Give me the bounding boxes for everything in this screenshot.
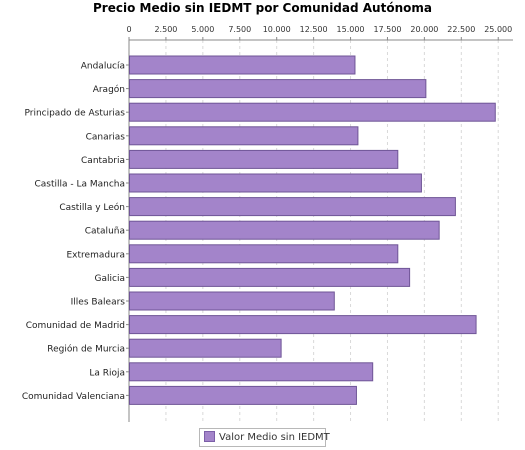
category-label: Comunidad de Madrid <box>26 321 125 331</box>
category-label: Castilla - La Mancha <box>34 180 125 190</box>
x-tick-label: 17.500 <box>373 25 401 34</box>
bar <box>129 126 359 146</box>
legend-label: Valor Medio sin IEDMT <box>219 432 330 443</box>
bar <box>129 291 335 311</box>
category-label: La Rioja <box>89 368 125 378</box>
x-tick-label: 12.500 <box>300 25 328 34</box>
x-tick-label: 7.500 <box>228 25 251 34</box>
x-tick-label: 22.500 <box>447 25 475 34</box>
category-label: Extremadura <box>67 250 126 260</box>
legend: Valor Medio sin IEDMT <box>199 428 330 447</box>
bar <box>129 102 496 122</box>
category-label: Principado de Asturias <box>24 109 125 119</box>
bar <box>129 55 356 75</box>
bar <box>129 385 357 405</box>
x-tick-label: 15.000 <box>337 25 365 34</box>
category-labels: Andalucía Aragón Principado de Asturias Can… <box>22 62 125 402</box>
bar <box>129 79 427 99</box>
x-tick-label: 10.000 <box>263 25 291 34</box>
x-tick-label: 2.500 <box>154 25 177 34</box>
category-label: Comunidad Valenciana <box>22 392 125 402</box>
x-tick-label: 0 <box>126 25 131 34</box>
bar <box>129 338 282 358</box>
bar <box>129 149 399 169</box>
gridlines <box>165 40 499 422</box>
category-label: Canarias <box>86 132 126 142</box>
category-label: Castilla y León <box>59 202 125 213</box>
category-label: Aragón <box>93 84 125 95</box>
category-label: Región de Murcia <box>47 344 125 355</box>
category-label: Andalucía <box>81 62 125 72</box>
category-label: Cantabria <box>81 156 125 166</box>
bar <box>129 362 374 382</box>
category-label: Illes Balears <box>71 298 126 308</box>
x-tick-labels: 0 2.500 5.000 7.500 10.000 12.500 15.000 17.500… <box>126 25 512 34</box>
x-tick-label: 25.000 <box>484 25 512 34</box>
bar <box>129 197 456 217</box>
bar <box>129 315 477 335</box>
x-tick-label: 5.000 <box>191 25 214 34</box>
category-label: Cataluña <box>85 227 125 237</box>
bar <box>129 244 399 264</box>
x-tick-label: 20.000 <box>410 25 438 34</box>
chart-title: Precio Medio sin IEDMT por Comunidad Aut… <box>93 1 432 15</box>
category-label: Galicia <box>95 274 125 284</box>
bar <box>129 173 422 193</box>
bar <box>129 220 440 240</box>
bars <box>129 55 496 405</box>
bar <box>129 267 411 287</box>
legend-swatch <box>204 430 215 442</box>
